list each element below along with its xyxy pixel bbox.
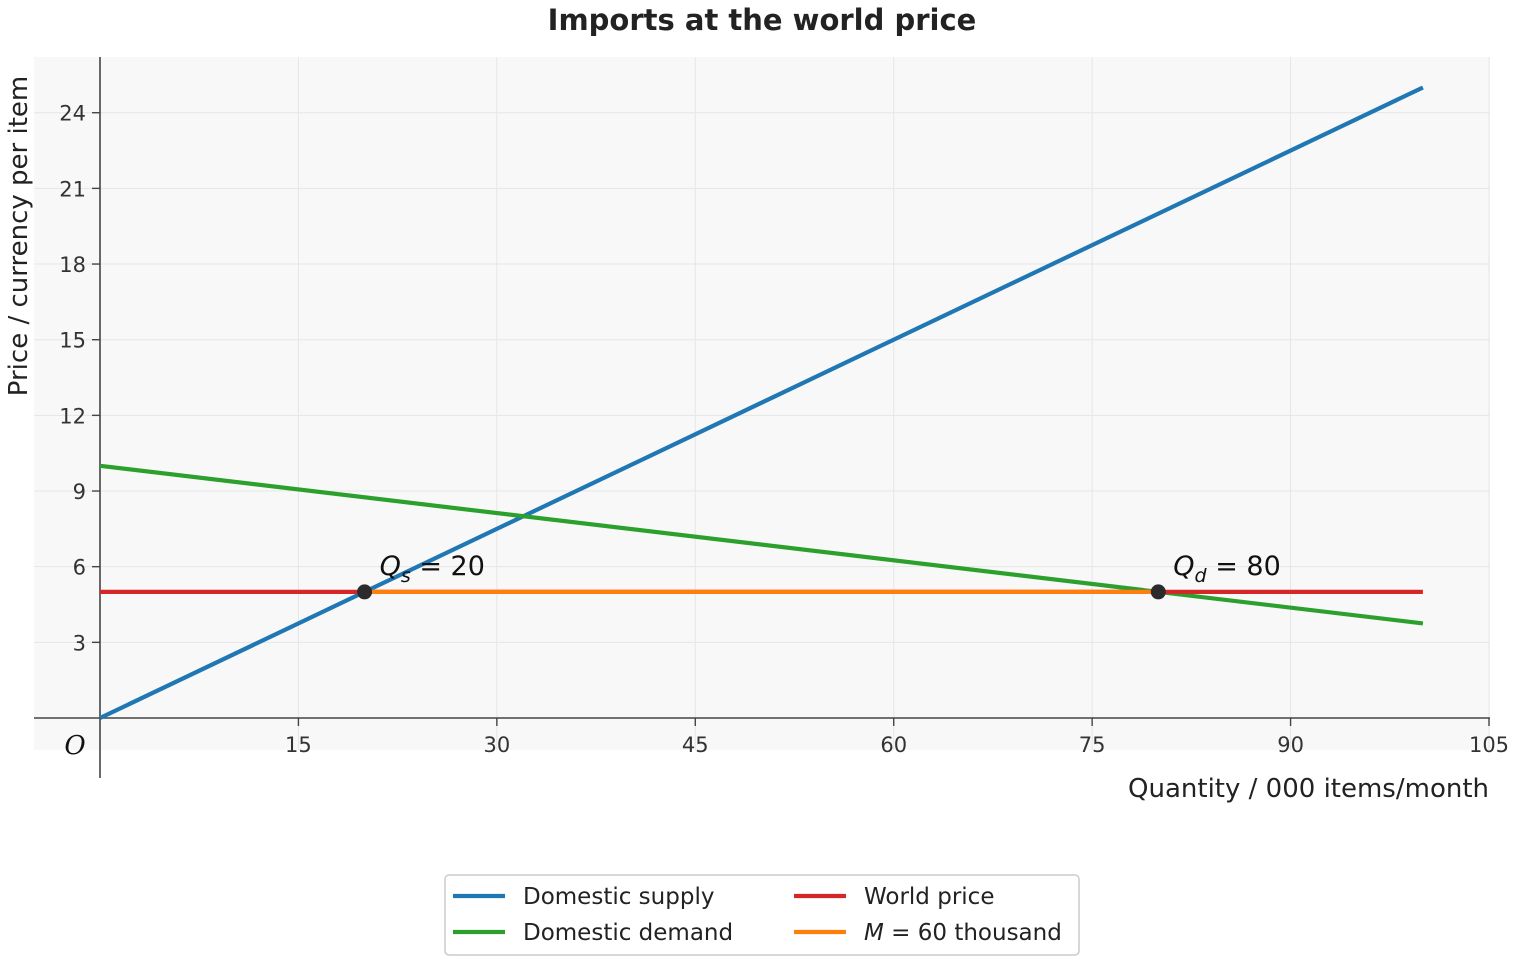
origin-label: O [64, 731, 85, 761]
x-tick-label: 15 [285, 733, 312, 757]
y-tick-label: 12 [59, 404, 86, 428]
legend-label-2: World price [864, 884, 994, 910]
marker-point-1 [1150, 584, 1166, 600]
series-line-0 [99, 85, 1424, 720]
axes [34, 57, 1490, 778]
x-tick-label: 105 [1469, 733, 1509, 757]
marker-point-0 [357, 584, 373, 600]
series-line-1 [99, 463, 1424, 626]
y-tick-label: 9 [73, 480, 86, 504]
y-tick-label: 3 [73, 631, 86, 655]
legend-box [444, 874, 1080, 956]
x-tick-label: 75 [1079, 733, 1106, 757]
intersection-markers: Qs = 20 Qd = 80 [357, 551, 1281, 600]
legend-label-0: Domestic supply [523, 884, 714, 910]
legend-label-1: Domestic demand [523, 920, 733, 946]
x-axis-label: Quantity / 000 items/month [1128, 774, 1489, 804]
y-tick-label: 6 [73, 556, 86, 580]
chart-title: Imports at the world price [548, 3, 977, 37]
marker-label-0: Qs = 20 [380, 551, 485, 587]
x-tick-label: 90 [1277, 733, 1304, 757]
legend: Domestic supply Domestic demand World pric… [444, 874, 1080, 956]
x-tick-label: 30 [483, 733, 510, 757]
y-axis-label: Price / currency per item [4, 76, 34, 396]
series-lines [99, 85, 1424, 720]
x-tick-label: 45 [682, 733, 709, 757]
y-tick-label: 21 [59, 177, 86, 201]
y-tick-label: 15 [59, 329, 86, 353]
y-tick-label: 24 [59, 102, 86, 126]
x-tick-label: 60 [880, 733, 907, 757]
marker-label-1: Qd = 80 [1173, 551, 1280, 587]
grid [34, 57, 1490, 750]
ticks: 15 30 45 60 75 90 105 3 6 9 12 15 18 21 24 [59, 102, 1509, 757]
y-tick-label: 18 [59, 253, 86, 277]
legend-label-3: M = 60 thousand [864, 920, 1062, 946]
